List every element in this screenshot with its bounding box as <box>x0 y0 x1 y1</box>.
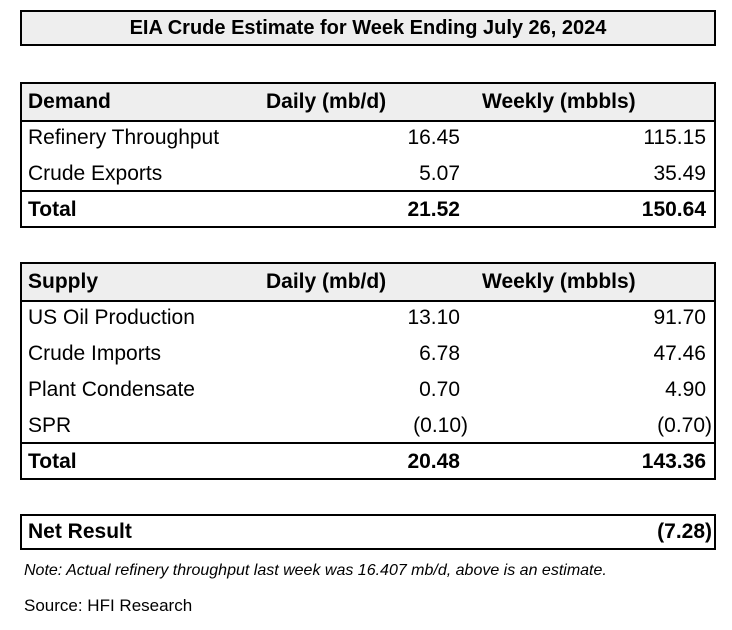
demand-header-row: Demand Daily (mb/d) Weekly (mbbls) <box>22 84 714 122</box>
report-title: EIA Crude Estimate for Week Ending July … <box>20 10 716 46</box>
demand-header-daily: Daily (mb/d) <box>266 90 387 113</box>
row-label: Refinery Throughput <box>28 126 220 149</box>
footnote: Note: Actual refinery throughput last we… <box>24 562 607 579</box>
net-result-box: Net Result (7.28) <box>20 514 716 550</box>
row-weekly-value: 47.46 <box>653 342 706 365</box>
row-daily-value: 6.78 <box>419 342 460 365</box>
row-daily-value: 16.45 <box>407 126 460 149</box>
table-row: SPR (0.10) (0.70) <box>22 408 714 444</box>
row-weekly-value: 4.90 <box>665 378 706 401</box>
demand-total-row: Total 21.52 150.64 <box>22 190 714 228</box>
table-row: Refinery Throughput 16.45 115.15 <box>22 120 714 156</box>
total-weekly-value: 143.36 <box>641 450 706 473</box>
table-row: Crude Exports 5.07 35.49 <box>22 156 714 192</box>
supply-header-weekly: Weekly (mbbls) <box>482 270 636 293</box>
row-weekly-value: 35.49 <box>653 162 706 185</box>
net-result-value: (7.28) <box>657 520 712 543</box>
supply-header-daily: Daily (mb/d) <box>266 270 387 293</box>
total-weekly-value: 150.64 <box>641 198 706 221</box>
supply-table: Supply Daily (mb/d) Weekly (mbbls) US Oi… <box>20 262 716 480</box>
total-label: Total <box>28 198 77 221</box>
table-row: Plant Condensate 0.70 4.90 <box>22 372 714 408</box>
row-weekly-value: (0.70) <box>657 414 712 437</box>
row-daily-value: 5.07 <box>419 162 460 185</box>
supply-header-label: Supply <box>28 270 99 293</box>
row-label: Crude Exports <box>28 162 163 185</box>
row-label: Crude Imports <box>28 342 162 365</box>
table-row: US Oil Production 13.10 91.70 <box>22 300 714 336</box>
total-daily-value: 21.52 <box>407 198 460 221</box>
demand-header-weekly: Weekly (mbbls) <box>482 90 636 113</box>
table-row: Crude Imports 6.78 47.46 <box>22 336 714 372</box>
row-label: SPR <box>28 414 72 437</box>
row-label: Plant Condensate <box>28 378 195 401</box>
source-credit: Source: HFI Research <box>24 596 193 615</box>
supply-header-row: Supply Daily (mb/d) Weekly (mbbls) <box>22 264 714 302</box>
row-daily-value: (0.10) <box>413 414 468 437</box>
demand-table: Demand Daily (mb/d) Weekly (mbbls) Refin… <box>20 82 716 228</box>
row-label: US Oil Production <box>28 306 195 329</box>
row-daily-value: 0.70 <box>419 378 460 401</box>
demand-header-label: Demand <box>28 90 111 113</box>
supply-total-row: Total 20.48 143.36 <box>22 442 714 480</box>
row-daily-value: 13.10 <box>407 306 460 329</box>
row-weekly-value: 115.15 <box>643 126 706 149</box>
total-label: Total <box>28 450 77 473</box>
total-daily-value: 20.48 <box>407 450 460 473</box>
row-weekly-value: 91.70 <box>653 306 706 329</box>
net-result-label: Net Result <box>28 520 132 543</box>
